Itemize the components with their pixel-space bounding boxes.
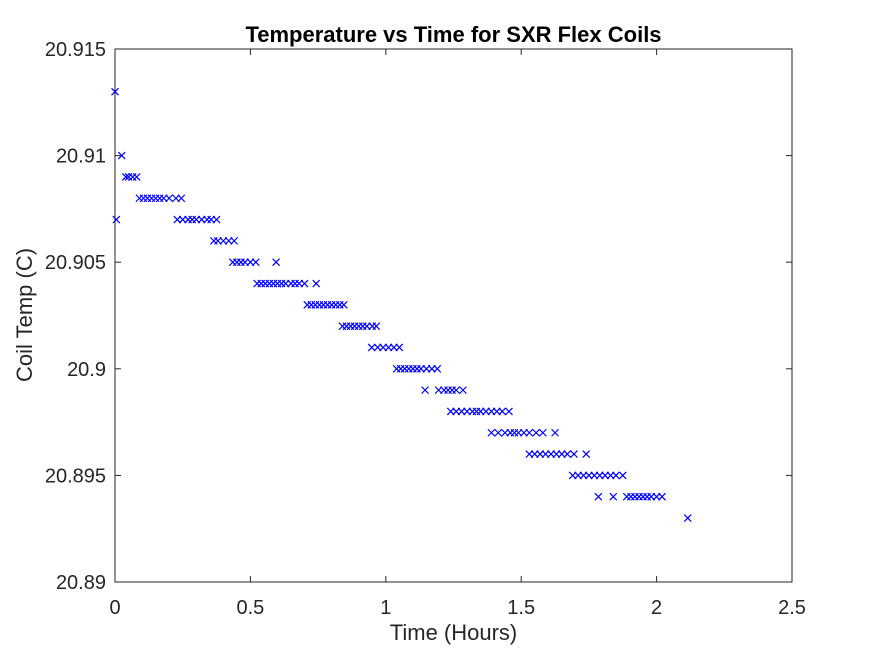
data-point-marker — [300, 279, 309, 288]
y-tick-label: 20.9 — [67, 359, 106, 381]
y-axis-label: Coil Temp (C) — [12, 247, 37, 383]
x-tick-label: 0 — [109, 597, 120, 619]
data-point-marker — [117, 151, 126, 160]
x-tick-labels: 0 0.5 1 1.5 2 2.5 — [109, 597, 805, 619]
data-point-marker — [459, 386, 467, 395]
y-tick-labels: 20.89 20.895 20.9 20.905 20.91 20.915 — [45, 39, 106, 594]
data-point-marker — [612, 471, 620, 480]
x-tick-label: 1 — [380, 597, 391, 619]
data-point-marker — [339, 300, 348, 309]
data-point-marker — [658, 492, 666, 501]
data-point-marker — [230, 236, 239, 245]
data-point-marker — [487, 428, 496, 437]
data-point-marker — [251, 258, 260, 267]
y-tick-label: 20.89 — [56, 572, 106, 594]
data-point-marker — [582, 450, 591, 459]
y-tick-label: 20.905 — [45, 252, 106, 274]
axes-box — [114, 48, 793, 583]
scatter-series — [111, 87, 692, 522]
data-point-marker — [212, 215, 221, 224]
x-tick-label: 2 — [651, 597, 662, 619]
data-point-marker — [165, 194, 174, 203]
data-point-marker — [498, 407, 507, 416]
data-point-marker — [395, 343, 404, 352]
x-axis-label: Time (Hours) — [389, 620, 518, 645]
data-point-marker — [132, 172, 141, 181]
data-point-marker — [111, 87, 119, 96]
data-point-marker — [367, 343, 376, 352]
chart-title: Temperature vs Time for SXR Flex Coils — [245, 22, 662, 47]
data-point-marker — [683, 514, 692, 522]
y-tick-label: 20.895 — [45, 465, 106, 487]
data-point-marker — [594, 492, 603, 501]
x-tick-label: 1.5 — [507, 597, 535, 619]
data-point-marker — [563, 450, 572, 459]
data-point-marker — [433, 364, 442, 373]
data-point-marker — [538, 428, 547, 437]
data-point-marker — [494, 428, 503, 437]
data-point-marker — [618, 471, 627, 480]
data-point-marker — [570, 450, 578, 459]
y-tick-label: 20.91 — [56, 146, 106, 168]
x-tick-label: 2.5 — [778, 597, 806, 619]
data-point-marker — [525, 428, 534, 437]
data-point-marker — [272, 258, 281, 267]
data-point-marker — [372, 322, 381, 331]
y-tick-label: 20.915 — [45, 39, 106, 61]
data-point-marker — [121, 172, 130, 181]
data-point-marker — [452, 386, 461, 395]
data-point-marker — [551, 428, 559, 437]
x-tick-label: 0.5 — [236, 597, 264, 619]
tick-marks — [114, 48, 793, 583]
data-point-marker — [421, 386, 429, 395]
data-point-marker — [112, 215, 121, 224]
data-point-marker — [177, 194, 186, 203]
data-point-marker — [505, 407, 513, 416]
data-point-marker — [532, 428, 541, 437]
data-point-marker — [609, 492, 618, 501]
data-point-marker — [312, 279, 321, 288]
